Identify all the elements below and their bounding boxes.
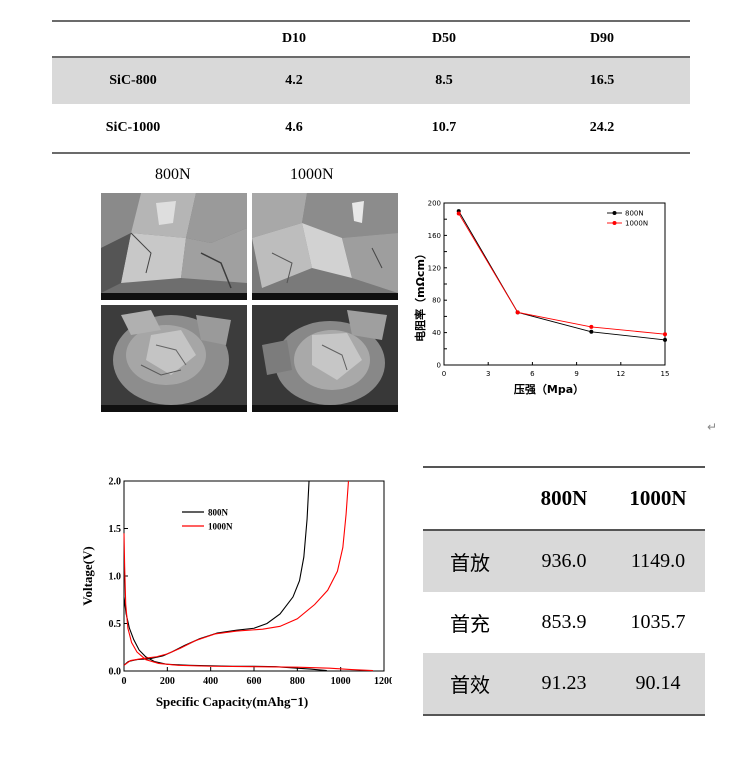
resistivity-chart: 0 3 6 9 12 15 0 40 80 120 160 200 800N 1000N 压强（Mpa）… [413, 200, 670, 397]
value-cell: 853.9 [541, 611, 587, 633]
series-line-800n [458, 210, 666, 341]
y-tick-label: 1.5 [109, 524, 122, 535]
x-axis-label: Specific Capacity(mAhg⁻1) [156, 694, 308, 709]
table-header-row: D10 D50 D90 [52, 20, 690, 58]
y-tick-label: 200 [428, 200, 441, 208]
legend-label: 1000N [208, 522, 233, 532]
series-charge-curve-800n [123, 480, 310, 666]
paragraph-return-mark: ↵ [707, 420, 718, 434]
value-cell: 10.7 [431, 120, 457, 135]
value-cell: 1035.7 [630, 611, 686, 633]
header-cell-d10: D10 [281, 31, 307, 46]
series-line-1000n [458, 213, 666, 335]
value-cell: 4.2 [285, 73, 303, 88]
header-cell-1000n: 1000N [629, 486, 687, 510]
value-cell: 91.23 [541, 672, 587, 694]
x-tick-label: 6 [530, 370, 535, 378]
sem-info-bar [252, 293, 398, 300]
data-point [663, 332, 667, 337]
table-row: 首放 936.0 1149.0 [423, 531, 705, 592]
x-tick-label: 1000 [331, 676, 351, 687]
value-cell: 936.0 [541, 550, 587, 572]
data-point [515, 310, 520, 315]
header-cell-800n: 800N [540, 486, 588, 510]
y-axis-label: Voltage(V) [80, 546, 95, 605]
y-tick-label: 0 [437, 362, 441, 370]
x-tick-label: 12 [616, 370, 625, 378]
table-row: 首充 853.9 1035.7 [423, 592, 705, 653]
legend-label: 800N [208, 508, 229, 518]
y-tick-label: 0.0 [109, 667, 122, 678]
x-tick-label: 0 [122, 676, 127, 687]
legend-marker [612, 221, 617, 225]
y-tick-label: 0.5 [109, 619, 122, 630]
value-cell: 4.6 [285, 120, 303, 135]
plot-frame [123, 480, 385, 672]
x-tick-label: 200 [160, 676, 175, 687]
table-header-row: 800N 1000N [423, 466, 705, 531]
sem-label-1000n: 1000N [290, 166, 334, 183]
data-point [589, 329, 594, 334]
sample-name-cell: SiC-800 [109, 73, 157, 88]
particle-size-table: D10 D50 D90 SiC-800 4.2 8.5 16.5 SiC-100… [52, 20, 690, 154]
x-tick-label: 600 [247, 676, 262, 687]
legend-label: 800N [625, 210, 644, 218]
sem-info-bar [101, 293, 247, 300]
x-tick-label: 400 [203, 676, 218, 687]
table-row: SiC-1000 4.6 10.7 24.2 [52, 104, 690, 154]
value-cell: 8.5 [435, 73, 453, 88]
value-cell: 90.14 [635, 672, 681, 694]
sem-info-bar [101, 405, 247, 412]
series-discharge-curve-800n [123, 596, 327, 672]
y-tick-label: 40 [432, 329, 441, 337]
series-charge-curve-1000n [123, 480, 350, 666]
x-tick-label: 800 [290, 676, 305, 687]
legend-marker [612, 211, 617, 215]
series-discharge-curve-1000n [123, 533, 373, 672]
data-point [589, 324, 594, 329]
y-tick-label: 120 [428, 264, 441, 272]
sem-image-800n-high-mag [101, 193, 247, 300]
header-cell-d50: D50 [431, 31, 457, 46]
legend-label: 1000N [625, 220, 648, 228]
y-tick-label: 80 [432, 297, 441, 305]
table-row: SiC-800 4.2 8.5 16.5 [52, 58, 690, 104]
x-axis-label: 压强（Mpa） [514, 382, 584, 396]
sample-name-cell: SiC-1000 [105, 120, 161, 135]
x-tick-label: 0 [442, 370, 446, 378]
row-label-cell: 首效 [450, 673, 490, 697]
sem-image-1000n-low-mag [252, 305, 398, 412]
row-label-cell: 首放 [450, 551, 490, 575]
sem-label-800n: 800N [155, 166, 191, 183]
x-tick-label: 9 [574, 370, 578, 378]
sem-image-800n-low-mag [101, 305, 247, 412]
x-tick-label: 1200 [374, 676, 392, 687]
performance-table: 800N 1000N 首放 936.0 1149.0 首充 853.9 1035… [423, 466, 705, 716]
y-tick-label: 2.0 [109, 477, 122, 488]
value-cell: 1149.0 [630, 550, 686, 572]
row-label-cell: 首充 [450, 612, 490, 636]
voltage-capacity-chart: 0 200 400 600 800 1000 1200 0.0 0.5 1.0 1.5 2.0 800… [80, 477, 392, 710]
y-tick-label: 1.0 [109, 572, 122, 583]
sem-info-bar [252, 405, 398, 412]
x-tick-label: 15 [661, 370, 670, 378]
y-axis-label: 电阻率（mΩcm） [413, 248, 427, 342]
y-tick-label: 160 [428, 232, 441, 240]
data-point [663, 337, 667, 342]
header-cell-d90: D90 [589, 31, 615, 46]
sem-image-1000n-high-mag [252, 193, 398, 300]
x-tick-label: 3 [486, 370, 490, 378]
value-cell: 24.2 [589, 120, 615, 135]
data-point [456, 211, 461, 216]
table-row: 首效 91.23 90.14 [423, 653, 705, 716]
value-cell: 16.5 [589, 73, 615, 88]
